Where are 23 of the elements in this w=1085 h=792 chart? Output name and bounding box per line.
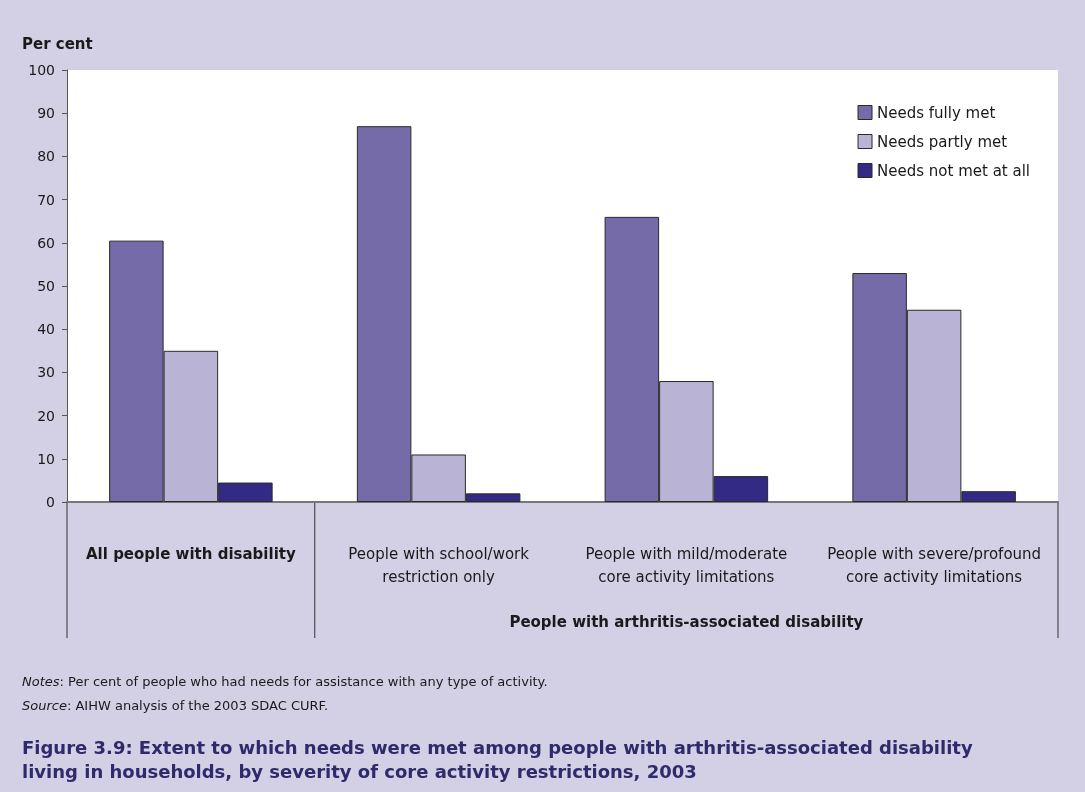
y-tick-label: 0 bbox=[46, 494, 55, 510]
text: Notes: Per cent of people who had needs for assistance with any type of activity. bbox=[22, 674, 548, 689]
y-tick-label: 90 bbox=[37, 105, 55, 122]
legend-label: Needs partly met bbox=[877, 132, 1008, 151]
source-note: Source: AIHW analysis of the 2003 SDAC CURF. bbox=[22, 698, 329, 713]
text: Figure 3.9: Extent to which needs were met among people with arthritis-associated disability living in households, by severity of core activity restrictions, 2003 bbox=[22, 736, 979, 782]
y-tick-label: 30 bbox=[37, 364, 55, 381]
y-tick-label: 10 bbox=[37, 450, 55, 467]
x-tick-label: People with school/work restriction only bbox=[348, 544, 530, 586]
y-tick-label: 20 bbox=[37, 407, 55, 424]
y-tick-label: 100 bbox=[28, 62, 55, 78]
y-axis-title: Per cent bbox=[22, 34, 93, 53]
x-tick-label: People with mild/moderate core activity limitations bbox=[585, 544, 788, 586]
legend-label: Needs fully met bbox=[877, 103, 996, 122]
y-tick-label: 60 bbox=[37, 234, 55, 251]
y-tick-label: 50 bbox=[37, 278, 55, 294]
x-tick-label: People with severe/profound core activity limitations bbox=[827, 544, 1042, 586]
legend-label: Needs not met at all bbox=[877, 161, 1031, 180]
y-tick-label: 80 bbox=[37, 148, 55, 165]
text: People with arthritis-associated disability bbox=[509, 613, 864, 631]
y-tick-label: 40 bbox=[37, 321, 55, 338]
x-tick-label: All people with disability bbox=[86, 544, 296, 563]
y-tick-label: 70 bbox=[37, 191, 55, 208]
